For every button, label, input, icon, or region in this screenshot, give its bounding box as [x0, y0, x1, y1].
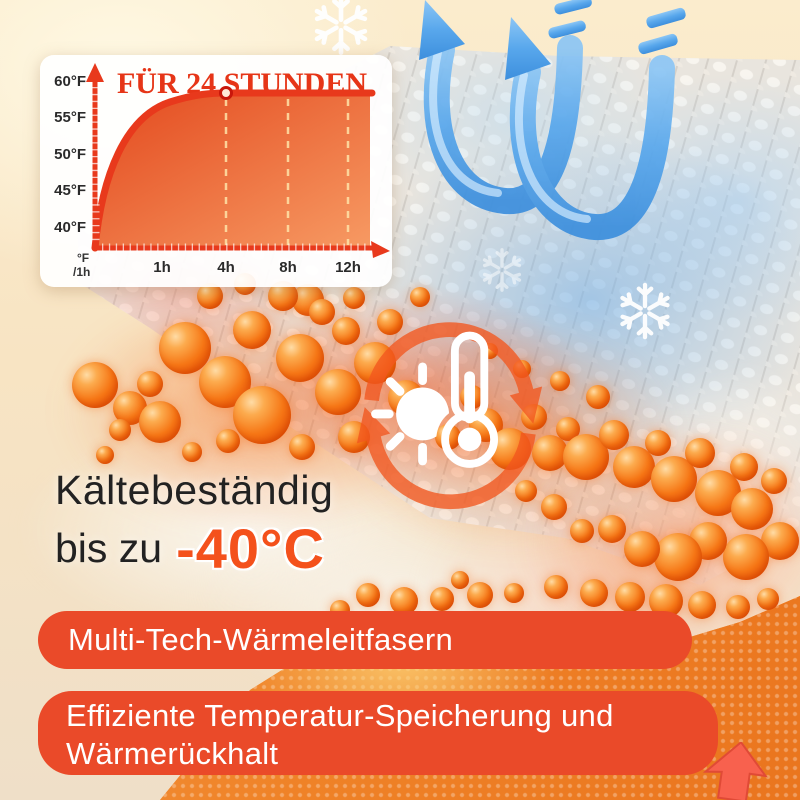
heat-bead: [731, 488, 773, 530]
heat-bead: [343, 287, 365, 309]
heat-bead: [276, 334, 324, 382]
heat-rise-arrow-icon: [702, 742, 768, 800]
heat-bead: [580, 579, 608, 607]
heat-bead: [377, 309, 403, 335]
svg-text:4h: 4h: [217, 259, 235, 276]
chart-dashed-guides: [224, 99, 350, 245]
heat-bead: [96, 446, 114, 464]
heat-bead: [467, 582, 493, 608]
heat-bead: [757, 588, 779, 610]
heat-bead: [726, 595, 750, 619]
heat-bead: [197, 283, 223, 309]
heat-bead: [390, 587, 418, 615]
heat-bead: [159, 322, 211, 374]
chart-marker: [219, 86, 233, 100]
heat-bead: [645, 430, 671, 456]
heat-bead: [541, 494, 567, 520]
heat-bead: [216, 429, 240, 453]
heat-bead: [624, 531, 660, 567]
sun-thermometer-icon: [356, 322, 543, 510]
claim-line1: Kältebeständig: [55, 467, 334, 513]
heat-bead: [233, 311, 271, 349]
temperature-chart: FÜR 24 STUNDEN 60°F 55°F 50°F: [40, 55, 392, 287]
svg-text:1h: 1h: [153, 259, 171, 276]
heat-bead: [109, 419, 131, 441]
svg-text:/1h: /1h: [73, 265, 90, 279]
heat-bead: [723, 534, 769, 580]
heat-bead: [137, 371, 163, 397]
svg-text:55°F: 55°F: [54, 109, 86, 126]
claim-line2: bis zu: [55, 525, 163, 572]
heat-bead: [356, 583, 380, 607]
heat-bead: [761, 468, 787, 494]
heat-bead: [532, 435, 568, 471]
heat-bead: [515, 480, 537, 502]
chart-curve: [91, 89, 376, 252]
chart-area: [95, 93, 370, 248]
heat-bead: [233, 386, 291, 444]
svg-text:60°F: 60°F: [54, 73, 86, 90]
heat-bead: [182, 442, 202, 462]
svg-text:°F: °F: [77, 251, 89, 265]
heat-bead: [688, 591, 716, 619]
heat-bead: [598, 515, 626, 543]
heat-bead: [451, 571, 469, 589]
heat-bead: [613, 446, 655, 488]
snowflake-icon: [308, 0, 374, 58]
heat-bead: [550, 371, 570, 391]
heat-bead: [544, 575, 568, 599]
heat-bead: [72, 362, 118, 408]
svg-text:12h: 12h: [335, 259, 361, 276]
snowflake-icon: [614, 280, 676, 342]
heat-bead: [599, 420, 629, 450]
airflow-arrows-icon: [419, 0, 686, 240]
heat-bead: [654, 533, 702, 581]
heat-bead: [586, 385, 610, 409]
heat-bead: [430, 587, 454, 611]
heat-bead: [615, 582, 645, 612]
svg-text:50°F: 50°F: [54, 146, 86, 163]
heat-bead: [685, 438, 715, 468]
temperature-value: -40°C: [176, 517, 325, 581]
svg-text:8h: 8h: [279, 259, 297, 276]
heat-bead: [332, 317, 360, 345]
heat-bead: [309, 299, 335, 325]
thermometer-glyph: [441, 331, 499, 468]
snowflake-icon: [478, 246, 526, 294]
heat-bead: [410, 287, 430, 307]
cold-resistance-claim: Kältebeständig bis zu -40°C: [55, 466, 333, 582]
svg-text:45°F: 45°F: [54, 182, 86, 199]
heat-bead: [315, 369, 361, 415]
svg-text:40°F: 40°F: [54, 219, 86, 236]
feature-banner-1: Multi-Tech-Wärmeleitfasern: [38, 611, 692, 669]
heat-bead: [504, 583, 524, 603]
heat-bead: [289, 434, 315, 460]
heat-bead: [139, 401, 181, 443]
feature-banner-2: Effiziente Temperatur-Speicherung und Wä…: [38, 691, 718, 775]
heat-bead: [570, 519, 594, 543]
heat-cycle-arrows-icon: [356, 322, 543, 510]
heat-bead: [730, 453, 758, 481]
